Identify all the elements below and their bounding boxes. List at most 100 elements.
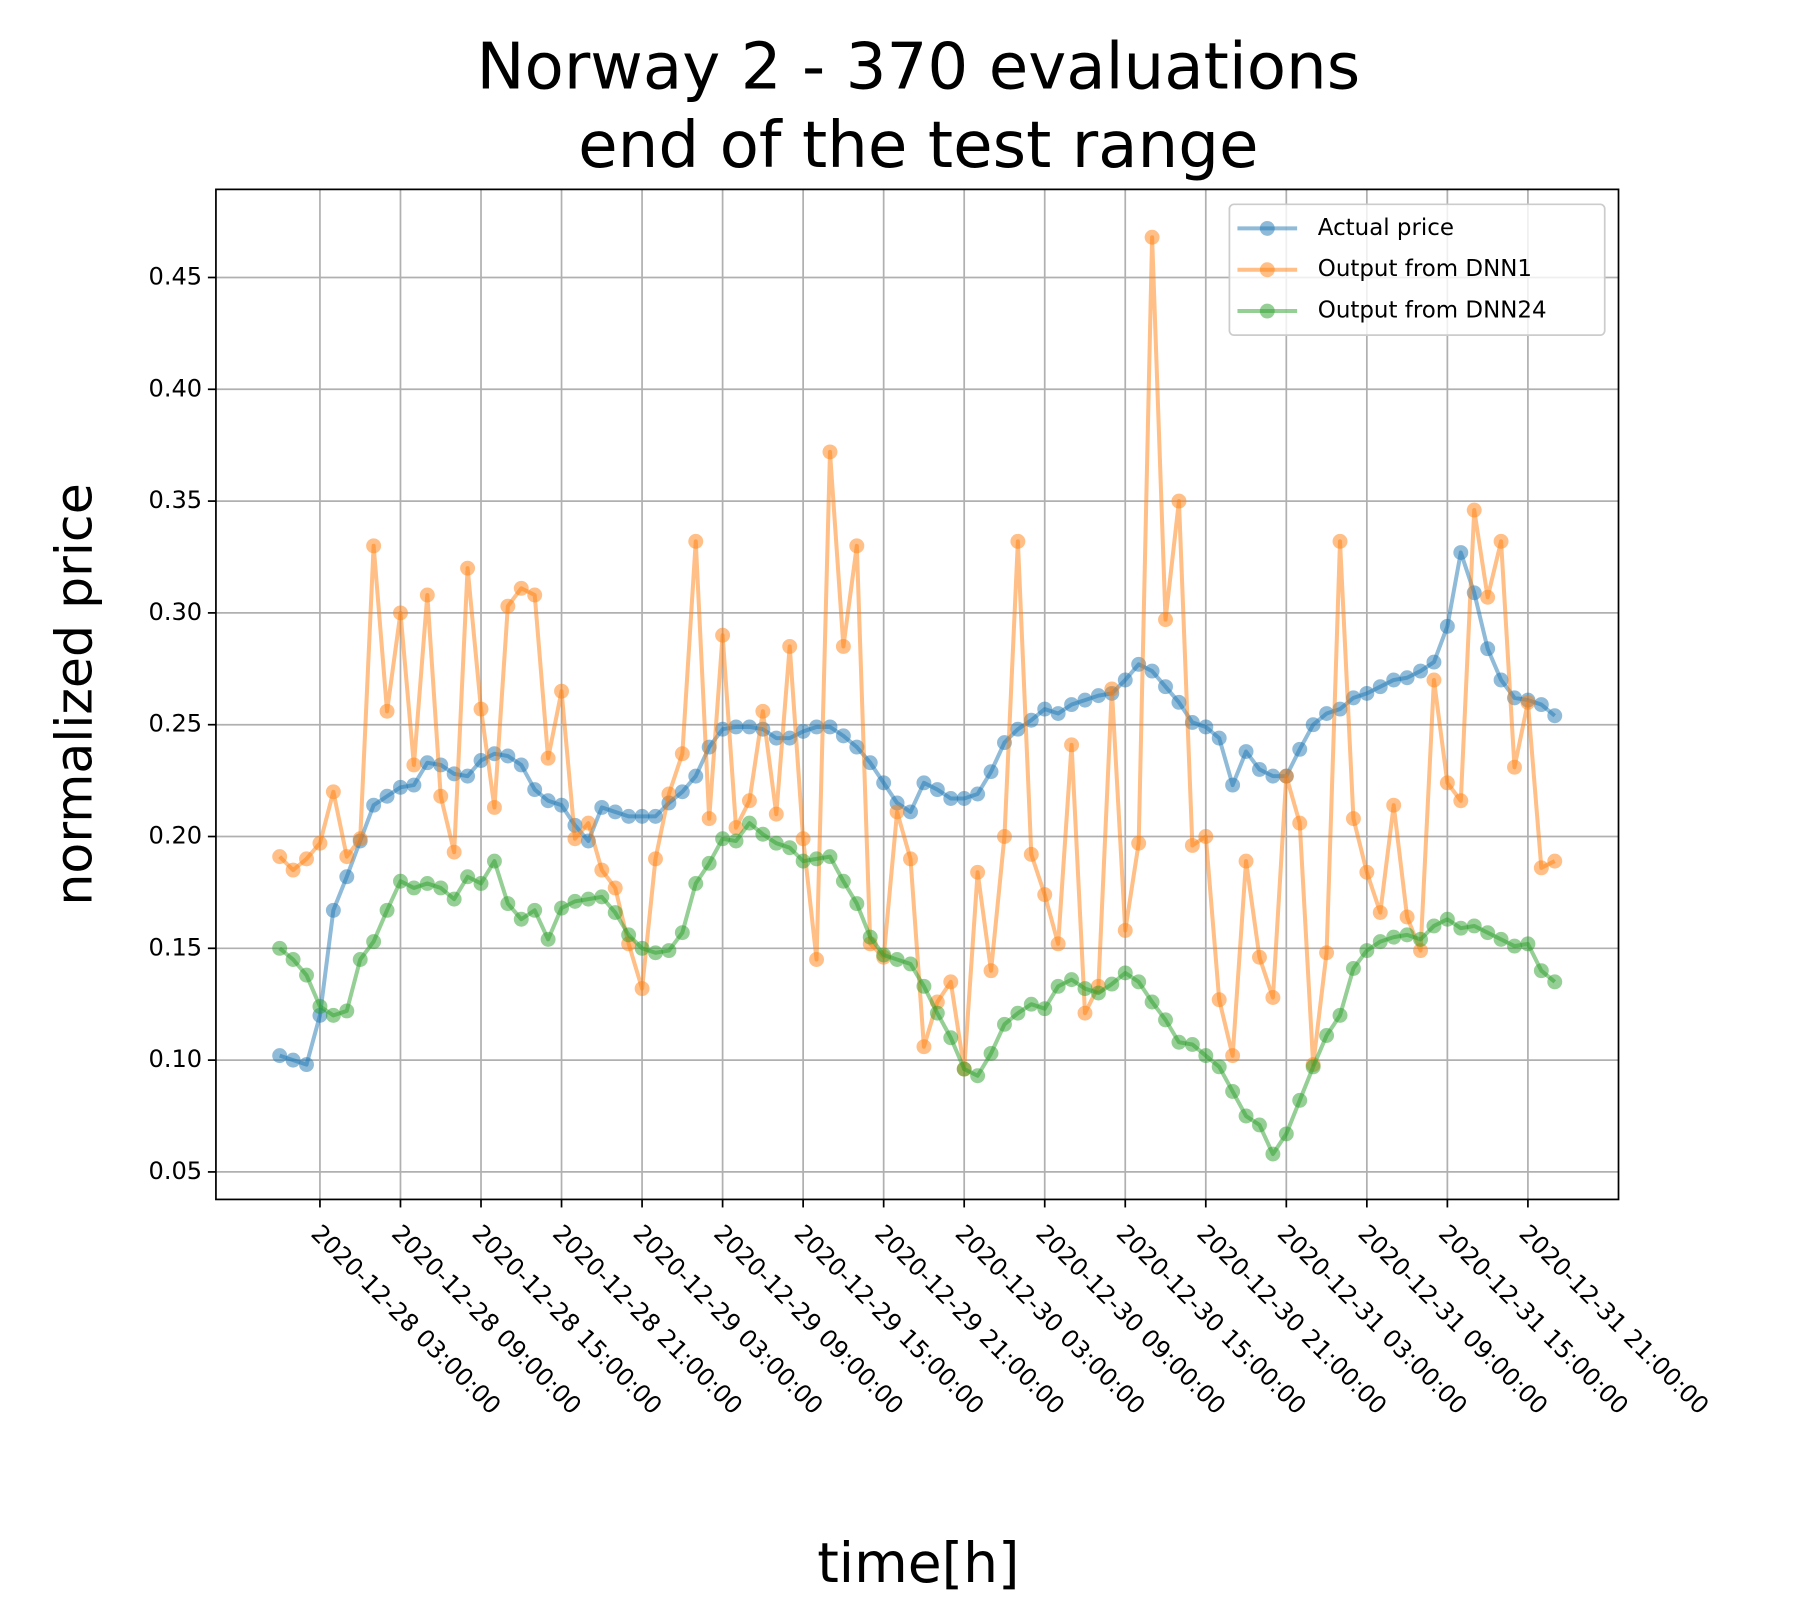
data-point [299,967,314,983]
data-point [634,808,650,824]
data-point [1238,853,1254,869]
data-point [1077,692,1093,708]
data-point [299,851,314,867]
data-point [1359,943,1375,959]
data-point [795,831,811,847]
data-point [393,605,408,621]
data-point [446,844,462,860]
data-point [540,793,556,809]
data-point [419,587,435,603]
data-point [862,929,878,945]
data-point [1319,1028,1335,1043]
data-point [849,538,865,554]
data-point [527,782,543,798]
data-point [862,755,878,771]
data-point [527,902,543,918]
data-point [1265,990,1281,1005]
data-point [1507,759,1522,775]
data-point [366,538,382,554]
data-point [1372,679,1388,695]
data-point [1547,853,1563,869]
data-point [956,1061,972,1077]
data-point [339,869,355,885]
data-point [1252,949,1267,965]
y-tick-label: 0.05 [148,1157,202,1185]
data-point [1117,965,1133,981]
y-tick-label: 0.25 [148,710,202,738]
data-point [1037,701,1053,717]
data-point [903,804,918,820]
data-point [634,981,650,997]
data-point [554,683,569,699]
data-point [701,811,717,827]
data-point [1493,672,1509,688]
data-point [1292,741,1308,757]
data-point [1238,744,1254,759]
data-point [1010,1005,1026,1021]
data-point [594,889,610,905]
data-point [835,638,851,654]
data-point [715,831,731,847]
data-point [768,835,784,851]
data-point [285,952,301,967]
data-point [782,638,798,654]
data-point [1413,943,1428,959]
data-point [1117,922,1133,938]
data-point [1265,768,1281,784]
data-point [983,1045,999,1061]
data-point [580,891,596,907]
data-point [1211,1059,1227,1075]
data-point [1533,963,1549,979]
data-point [433,788,449,804]
data-point [325,1007,341,1023]
data-point [1090,985,1106,1001]
data-point [1547,974,1563,990]
data-point [1453,545,1469,560]
data-point [970,786,986,802]
data-point [339,1003,355,1019]
data-point [1413,931,1428,947]
data-point [728,719,744,735]
data-point [540,931,556,947]
data-point [406,777,422,793]
data-point [1480,641,1496,657]
data-point [835,873,851,889]
data-point [903,956,918,972]
data-point [379,788,395,804]
data-point [500,598,516,614]
data-point [1158,679,1173,695]
chart-title: Norway 2 - 370 evaluations [476,30,1360,105]
data-point [661,786,677,802]
data-point [1144,663,1160,679]
data-point [1480,589,1496,605]
data-point [1171,694,1187,710]
data-point [1372,934,1388,950]
data-point [1225,1048,1241,1064]
data-point [1319,706,1335,721]
data-point [1104,681,1120,697]
data-point [648,808,663,824]
data-point [1547,708,1563,724]
data-point [500,896,516,912]
data-point [567,893,583,909]
data-point [433,880,449,896]
data-point [674,925,690,941]
data-point [1010,533,1026,549]
data-point [1064,697,1080,713]
data-point [1439,775,1455,791]
data-point [1117,672,1133,688]
legend-box [1228,203,1606,337]
data-point [1426,918,1442,934]
data-point [755,826,771,842]
data-point [312,998,328,1014]
data-point [674,784,690,800]
data-point [741,719,757,735]
data-point [1198,829,1214,844]
data-point [782,840,798,856]
y-tick-label: 0.20 [148,822,202,850]
y-tick-label: 0.45 [148,262,202,290]
data-point [1225,1083,1241,1099]
data-point [916,775,932,791]
data-point [1292,815,1308,831]
